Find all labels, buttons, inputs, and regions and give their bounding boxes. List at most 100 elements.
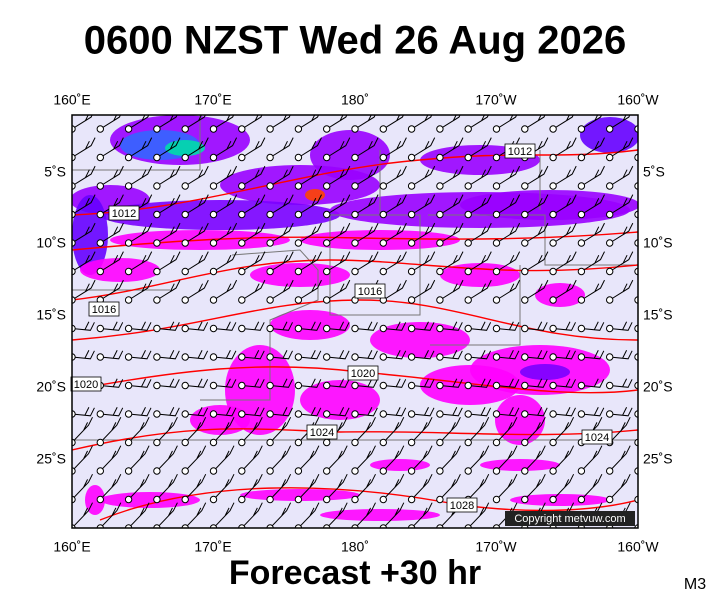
wind-barb [326,194,351,215]
wind-barb [468,321,492,331]
station [577,296,586,304]
wind-barb [298,473,320,500]
right-lat-label: 25˚S [643,451,673,467]
wind-barb [411,445,433,472]
wind-barb [439,445,461,472]
station [492,353,501,361]
station [606,353,614,361]
wind-barb [298,321,322,331]
wind-barb [609,378,633,388]
isobar-label: 1012 [112,208,136,220]
rain-patch [100,200,340,230]
wind-barb [100,137,124,158]
wind-barb [439,378,463,388]
wind-barb [241,445,263,472]
isobar-label: 1016 [92,304,116,316]
wind-barb [184,251,209,272]
wind-barb [609,445,631,472]
wind-barb [468,407,492,417]
isobar-label-box [108,205,140,221]
station [521,267,529,276]
station [407,410,416,418]
wind-barb [354,222,379,244]
station [407,438,416,447]
wind-barb [383,378,407,388]
wind-barb [269,251,294,272]
wind-barb [609,222,634,244]
station [606,182,614,190]
wind-barb [72,137,96,158]
station [181,125,189,133]
station [181,267,189,276]
wind-barb [298,279,322,301]
wind-barb [72,194,96,215]
station [351,239,359,247]
wind-barb [213,473,235,500]
wind-barb [468,350,492,360]
station [181,410,189,418]
rain-patch [520,364,570,380]
wind-barb [213,251,238,272]
wind-barb [156,222,181,244]
wind-barb [496,378,520,388]
station [124,267,133,276]
station [549,210,557,219]
rain-patch [100,492,200,508]
station [323,296,331,304]
wind-barb [552,165,577,187]
station [181,296,189,304]
wind-barb [298,222,322,244]
station [351,438,359,447]
wind-barb [411,251,436,272]
wind-barb [213,165,238,187]
station [577,353,586,361]
station [521,296,529,304]
station [209,381,218,390]
station [464,296,472,304]
wind-barb [354,115,376,130]
station [606,296,614,304]
wind-barb [411,115,433,130]
station [124,239,133,247]
station [124,153,133,162]
wind-barb [100,378,124,388]
wind-barb [184,502,207,528]
wind-barb [524,279,549,301]
station [238,296,246,304]
station [351,153,359,162]
wind-barb [609,115,631,130]
station [209,182,218,190]
wind-barb [326,251,351,272]
station [209,153,218,162]
station [181,153,189,162]
wind-barb [72,115,93,130]
wind-barb [100,251,124,272]
station [266,381,274,390]
station [153,353,161,361]
wind-barb [467,502,490,528]
station [521,381,529,390]
station [549,410,557,418]
wind-barb [99,416,122,443]
wind-barb [411,350,435,360]
station [294,153,303,162]
station [294,296,303,304]
station [124,467,133,475]
wind-barb [298,350,322,360]
station [492,125,501,133]
station [238,125,246,133]
station [124,495,133,504]
wind-barb [354,445,376,472]
wind-barb [184,445,207,472]
wind-barb [581,279,605,301]
station [181,182,189,190]
station [407,210,416,219]
wind-barb [128,473,150,500]
station [294,267,303,276]
rain-patch [270,310,350,340]
station [124,296,133,304]
wind-barb [184,416,207,443]
station [492,182,501,190]
station [521,239,529,247]
station [436,182,444,190]
